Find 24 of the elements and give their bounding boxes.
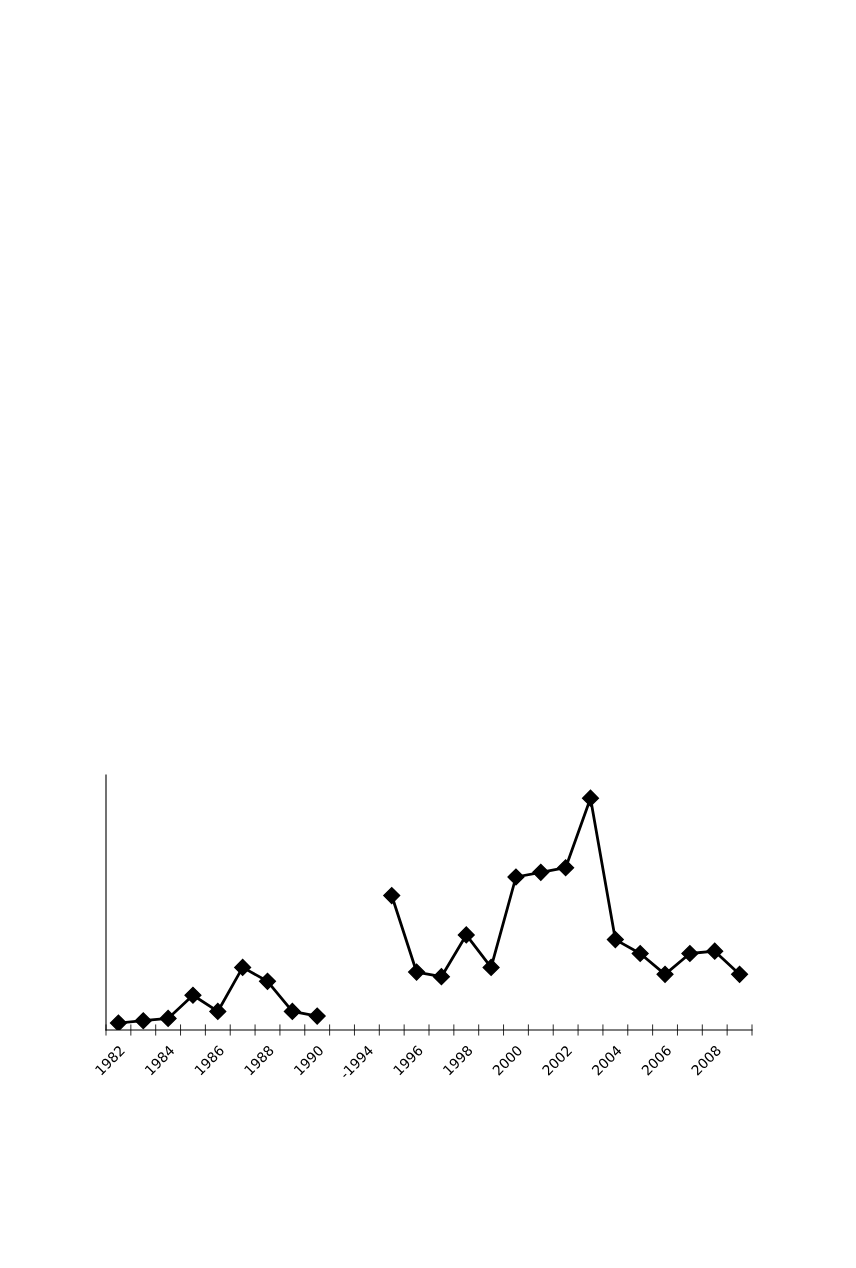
point xyxy=(408,963,426,981)
point xyxy=(308,1007,326,1025)
point xyxy=(159,1009,177,1027)
point xyxy=(507,868,525,886)
point xyxy=(706,942,724,960)
point xyxy=(283,1002,301,1021)
point xyxy=(432,968,450,986)
point xyxy=(209,1002,227,1021)
point xyxy=(581,789,600,807)
point xyxy=(631,944,649,963)
point xyxy=(134,1012,152,1030)
point xyxy=(606,931,624,949)
point xyxy=(681,944,699,963)
point xyxy=(656,965,674,983)
point xyxy=(557,859,575,877)
point xyxy=(731,965,749,983)
point xyxy=(184,986,202,1004)
point xyxy=(109,1014,127,1030)
point xyxy=(482,958,500,976)
point xyxy=(532,863,550,881)
point xyxy=(457,926,475,944)
point xyxy=(234,958,252,976)
point xyxy=(258,972,277,990)
point xyxy=(383,886,401,905)
